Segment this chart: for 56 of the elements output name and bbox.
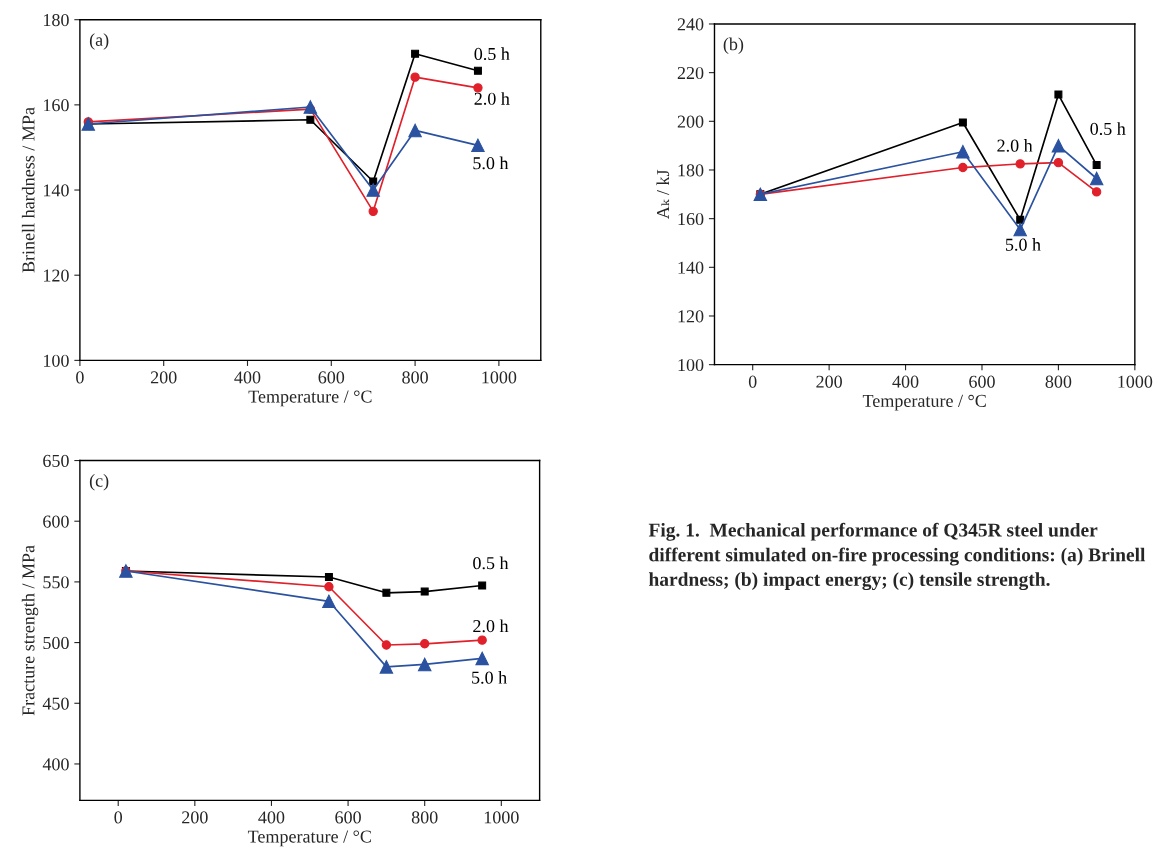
y-tick-label: 550 (43, 576, 69, 589)
series-label: 5.0 h (473, 156, 509, 170)
x-tick-label: 1000 (484, 811, 519, 824)
x-tick-label: 800 (411, 811, 438, 824)
y-tick-label: 220 (677, 66, 704, 80)
x-axis-title: Temperature / °C (247, 830, 371, 847)
y-tick-label: 600 (43, 515, 69, 528)
x-tick-label: 600 (318, 371, 345, 384)
x-tick-label: 1000 (1118, 375, 1153, 388)
y-axis-title: Brinell hardness / MPa (21, 107, 35, 273)
y-tick-label: 500 (43, 636, 69, 650)
x-tick-label: 400 (234, 371, 261, 384)
y-axis-title: Fracture strength / MPa (21, 545, 39, 716)
series-label: 5.0 h (1005, 238, 1041, 251)
y-tick-label: 100 (678, 358, 704, 372)
series-label: 0.5 h (1090, 122, 1126, 135)
y-tick-label: 100 (43, 354, 69, 367)
x-tick-label: 400 (892, 375, 919, 388)
x-tick-label: 200 (182, 811, 208, 824)
series-label: 2.0 h (997, 139, 1033, 152)
y-tick-label: 140 (43, 184, 69, 197)
series-label: 0.5 h (473, 556, 509, 570)
x-tick-label: 800 (402, 371, 428, 384)
y-tick-label: 450 (42, 697, 69, 710)
x-axis-title: Temperature / °C (248, 390, 372, 407)
x-tick-label: 1000 (482, 371, 517, 384)
y-tick-label: 160 (678, 212, 704, 226)
annotation: (b) (723, 37, 744, 54)
x-tick-label: 0 (748, 375, 757, 388)
y-tick-label: 140 (678, 261, 704, 274)
y-axis-title: Aₖ / kJ (656, 169, 670, 219)
y-tick-label: 240 (677, 18, 704, 31)
series-label: 2.0 h (473, 619, 509, 633)
y-tick-label: 400 (42, 758, 69, 771)
x-tick-label: 400 (258, 811, 285, 824)
series-label: 5.0 h (472, 671, 507, 684)
y-tick-label: 180 (43, 13, 69, 27)
x-tick-label: 200 (150, 371, 177, 384)
series-label: 0.5 h (474, 47, 510, 61)
x-tick-label: 600 (969, 375, 995, 388)
series-label: 2.0 h (474, 92, 510, 105)
caption: Fig. 1. Mechanical performance of Q345R steel under different simulated on-fire processing conditions: (a) Brinell hardness; (b) impact energy; (c) tensile strength. (648, 522, 1146, 591)
x-tick-label: 0 (114, 811, 123, 824)
y-tick-label: 120 (678, 310, 704, 323)
x-axis-title: Temperature / °C (862, 394, 986, 411)
x-tick-label: 200 (816, 375, 842, 388)
y-tick-label: 160 (43, 99, 69, 112)
x-tick-label: 0 (76, 371, 84, 384)
annotation: (c) (89, 474, 109, 491)
annotation: (a) (89, 33, 109, 50)
y-tick-label: 120 (43, 269, 69, 282)
y-tick-label: 180 (678, 164, 704, 177)
y-tick-label: 650 (43, 454, 69, 467)
y-tick-label: 200 (677, 115, 704, 128)
x-tick-label: 600 (335, 811, 361, 824)
x-tick-label: 800 (1045, 375, 1072, 388)
